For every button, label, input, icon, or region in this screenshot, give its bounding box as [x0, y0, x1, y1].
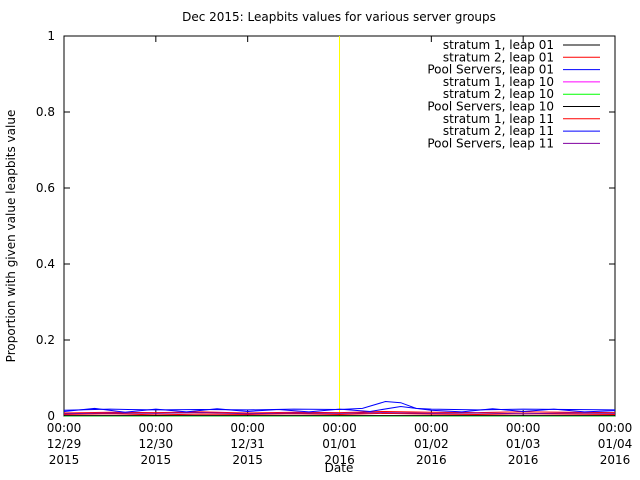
- x-tick-label-year: 2015: [232, 453, 263, 467]
- legend-label-1: stratum 1, leap 01: [443, 38, 554, 52]
- x-tick-label-time: 00:00: [506, 421, 541, 435]
- plot-area: 0 0.2 0.4 0.6 0.8 1 00:00 12/29 2015 00:00 12/30 20…: [36, 29, 632, 467]
- x-tick-label-time: 00:00: [598, 421, 633, 435]
- x-tick-label-year: 2015: [141, 453, 172, 467]
- x-tick-label-date: 01/03: [506, 437, 541, 451]
- chart-title: Dec 2015: Leapbits values for various se…: [182, 10, 496, 24]
- x-tick-label-year: 2015: [49, 453, 80, 467]
- x-tick-label-time: 00:00: [230, 421, 265, 435]
- legend-label-4: stratum 1, leap 10: [443, 75, 554, 89]
- x-tick-label-date: 01/02: [414, 437, 449, 451]
- y-tick-label: 0.2: [36, 333, 55, 347]
- x-tick-label-time: 00:00: [47, 421, 82, 435]
- x-tick-label-time: 00:00: [322, 421, 357, 435]
- x-tick-label-date: 01/01: [322, 437, 357, 451]
- y-axis-label: Proportion with given value leapbits val…: [4, 110, 18, 363]
- x-tick-label-year: 2016: [416, 453, 447, 467]
- y-tick-label: 0.4: [36, 257, 55, 271]
- legend-label-7: stratum 1, leap 11: [443, 112, 554, 126]
- legend-label-3: Pool Servers, leap 01: [427, 63, 554, 77]
- x-tick-label-time: 00:00: [139, 421, 174, 435]
- series-line-8: [63, 405, 616, 413]
- x-tick-label-date: 12/29: [47, 437, 82, 451]
- legend-label-9: Pool Servers, leap 11: [427, 136, 554, 150]
- legend-label-6: Pool Servers, leap 10: [427, 100, 554, 114]
- y-tick-label: 0.6: [36, 181, 55, 195]
- x-tick-label-time: 00:00: [414, 421, 449, 435]
- series-line-9: [63, 412, 616, 415]
- x-tick-label-year: 2016: [600, 453, 631, 467]
- y-tick-label: 0: [47, 409, 55, 423]
- x-tick-label-date: 12/31: [230, 437, 265, 451]
- x-tick-label-date: 01/04: [598, 437, 633, 451]
- legend-label-2: stratum 2, leap 01: [443, 50, 554, 64]
- x-axis-label: Date: [325, 461, 354, 475]
- x-tick-label-year: 2016: [508, 453, 539, 467]
- x-tick-label-date: 12/30: [139, 437, 174, 451]
- legend-label-5: stratum 2, leap 10: [443, 87, 554, 101]
- y-tick-label: 0.8: [36, 105, 55, 119]
- x-tick-label-year: 2016: [324, 453, 355, 467]
- legend-label-8: stratum 2, leap 11: [443, 124, 554, 138]
- y-tick-label: 1: [47, 29, 55, 43]
